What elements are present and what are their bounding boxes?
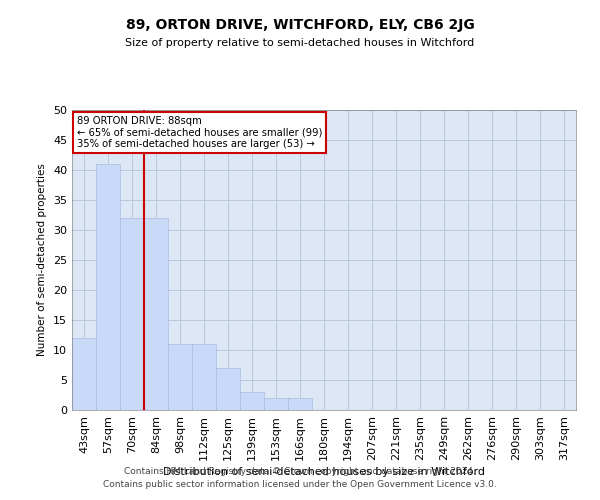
Text: 89 ORTON DRIVE: 88sqm
← 65% of semi-detached houses are smaller (99)
35% of semi: 89 ORTON DRIVE: 88sqm ← 65% of semi-deta…: [77, 116, 322, 149]
Text: 89, ORTON DRIVE, WITCHFORD, ELY, CB6 2JG: 89, ORTON DRIVE, WITCHFORD, ELY, CB6 2JG: [125, 18, 475, 32]
Bar: [264, 398, 288, 410]
Bar: [192, 344, 216, 410]
Y-axis label: Number of semi-detached properties: Number of semi-detached properties: [37, 164, 47, 356]
X-axis label: Distribution of semi-detached houses by size in Witchford: Distribution of semi-detached houses by …: [163, 467, 485, 477]
Text: Contains public sector information licensed under the Open Government Licence v3: Contains public sector information licen…: [103, 480, 497, 489]
Text: Contains HM Land Registry data © Crown copyright and database right 2024.: Contains HM Land Registry data © Crown c…: [124, 468, 476, 476]
Bar: [168, 344, 192, 410]
Text: Size of property relative to semi-detached houses in Witchford: Size of property relative to semi-detach…: [125, 38, 475, 48]
Bar: [216, 368, 240, 410]
Bar: [72, 338, 96, 410]
Bar: [288, 398, 312, 410]
Bar: [144, 218, 168, 410]
Bar: [96, 164, 120, 410]
Bar: [240, 392, 264, 410]
Bar: [120, 218, 144, 410]
